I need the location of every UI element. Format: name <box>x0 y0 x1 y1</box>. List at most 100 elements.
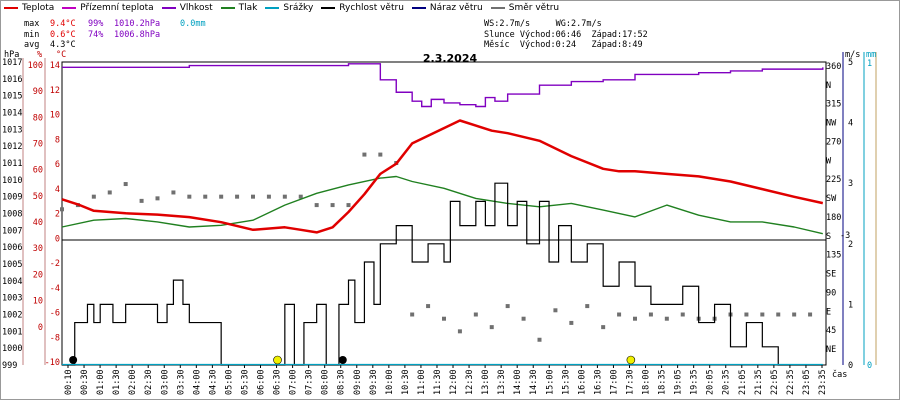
wind-direction-point <box>553 308 558 313</box>
pct-tick: 90 <box>33 87 43 97</box>
stats-temp: 0.6°C <box>50 29 76 40</box>
ms-tick: 4 <box>848 119 853 129</box>
x-tick-label: 22:05 <box>770 369 780 395</box>
x-tick-label: 16:30 <box>593 369 603 395</box>
stats-rain: 0.0mm <box>180 19 206 29</box>
x-tick-label: 23:05 <box>802 369 812 395</box>
hpa-tick: 1007 <box>2 226 22 236</box>
dir-tick: SW <box>826 194 837 204</box>
dir-tick: W <box>826 156 832 166</box>
x-tick-label: 13:30 <box>497 369 507 395</box>
hpa-tick: 1000 <box>2 344 22 354</box>
wind-direction-point <box>330 203 335 208</box>
x-tick-label: 12:00 <box>449 369 459 395</box>
wind-direction-point <box>362 152 367 157</box>
mm-tick: 0 <box>867 361 872 371</box>
hpa-tick: 1010 <box>2 176 22 186</box>
x-tick-label: 12:30 <box>465 369 475 395</box>
x-tick-label: 15:30 <box>561 369 571 395</box>
hpa-tick: 1009 <box>2 193 22 203</box>
wind-direction-point <box>760 312 765 317</box>
temp-tick: 12 <box>50 86 60 96</box>
legend-swatch <box>265 6 280 9</box>
legend: Teplota Přízemní teplota Vlhkost Tlak Srážky… <box>4 3 567 15</box>
legend-label: Přízemní teplota <box>80 3 154 13</box>
dir-tick: 180 <box>826 213 841 223</box>
x-tick-label: 22:35 <box>786 369 796 395</box>
moon-marker <box>338 356 347 364</box>
x-tick-label: 11:00 <box>417 369 427 395</box>
pressure-line <box>61 175 823 235</box>
wind-direction-point <box>155 196 160 201</box>
x-tick-label: 09:00 <box>353 369 363 395</box>
pct-tick: 30 <box>33 244 43 254</box>
wind-direction-point <box>123 182 128 187</box>
pct-tick: 80 <box>33 113 43 123</box>
stats-press: 1006.8hPa <box>114 29 161 40</box>
wind-direction-point <box>251 194 255 199</box>
hpa-tick: 1006 <box>2 243 22 253</box>
pct-tick: 100 <box>28 61 43 71</box>
moon-set-marker <box>69 356 78 364</box>
pct-tick: 20 <box>33 270 43 280</box>
stats-hum: 99% <box>88 19 104 29</box>
dir-tick: NE <box>826 345 836 355</box>
hpa-tick: 1014 <box>2 109 22 119</box>
wind-direction-point <box>266 194 271 199</box>
wind-direction-point <box>91 194 96 199</box>
temp-tick: 10 <box>50 111 60 121</box>
stats-row-avg: avg 4.3°C <box>24 40 206 51</box>
temp-tick: -6 <box>50 309 60 319</box>
legend-item: Srážky <box>265 3 313 13</box>
x-tick-label: 11:30 <box>433 369 443 395</box>
stats-temp: 9.4°C <box>50 19 76 29</box>
temp-tick: 2 <box>55 210 60 220</box>
pct-tick: 70 <box>33 140 43 150</box>
wind-direction-point <box>410 312 415 317</box>
wind-direction-point <box>203 194 208 199</box>
x-tick-label: 02:00 <box>128 369 138 395</box>
legend-swatch <box>321 6 336 9</box>
x-tick-label: 05:30 <box>240 369 250 395</box>
x-axis-label: čas <box>832 369 847 380</box>
wind-direction-point <box>664 316 669 321</box>
stats-block: max 9.4°C 99% 1010.2hPa 0.0mm min 0.6°C 74% 100… <box>24 19 206 51</box>
wind-direction-point <box>473 312 478 317</box>
legend-item: Směr větru <box>490 3 559 13</box>
pct-tick: 60 <box>33 166 43 176</box>
sunset-marker <box>626 355 636 365</box>
stats-row-min: min 0.6°C 74% 1006.8hPa <box>24 30 206 41</box>
legend-label: Vlhkost <box>179 3 213 13</box>
x-tick-label: 06:00 <box>257 369 267 395</box>
temp-tick: -4 <box>50 284 60 294</box>
dir-tick: E <box>826 307 831 317</box>
sunrise-marker <box>273 355 282 365</box>
legend-label: Náraz větru <box>429 3 483 13</box>
pct-tick: 0 <box>38 323 43 333</box>
mm-tick: 1 <box>867 59 872 69</box>
sun-times: Slunce Východ:06:46 Západ:17:52 <box>484 29 648 40</box>
legend-swatch <box>220 6 235 9</box>
wind-direction-point <box>219 194 224 199</box>
wind-direction-point <box>235 194 240 199</box>
temp-tick: 14 <box>50 61 60 71</box>
astro-block: WS:2.7m/s WG:2.7m/s Slunce Východ:06:46 Z… <box>484 19 648 51</box>
wind-direction-point <box>585 304 590 309</box>
legend-item: Náraz větru <box>411 3 483 13</box>
hpa-tick: 1002 <box>2 311 22 321</box>
mm-axis-label: mm <box>866 50 876 60</box>
dir-tick: 360 <box>826 62 841 72</box>
legend-swatch <box>490 6 505 9</box>
wind-direction-point <box>457 329 462 334</box>
wind-direction-point <box>298 194 303 199</box>
wind-direction-point <box>187 194 192 199</box>
ms-tick: 5 <box>848 58 853 68</box>
x-tick-label: 18:35 <box>658 369 668 395</box>
wind-direction-point <box>744 312 749 317</box>
x-tick-label: 18:00 <box>642 369 652 395</box>
stats-label: min <box>24 29 40 40</box>
legend-item: Teplota <box>4 3 54 13</box>
x-tick-label: 21:05 <box>738 369 748 395</box>
temperature-line <box>61 119 824 234</box>
x-tick-label: 09:30 <box>369 369 379 395</box>
